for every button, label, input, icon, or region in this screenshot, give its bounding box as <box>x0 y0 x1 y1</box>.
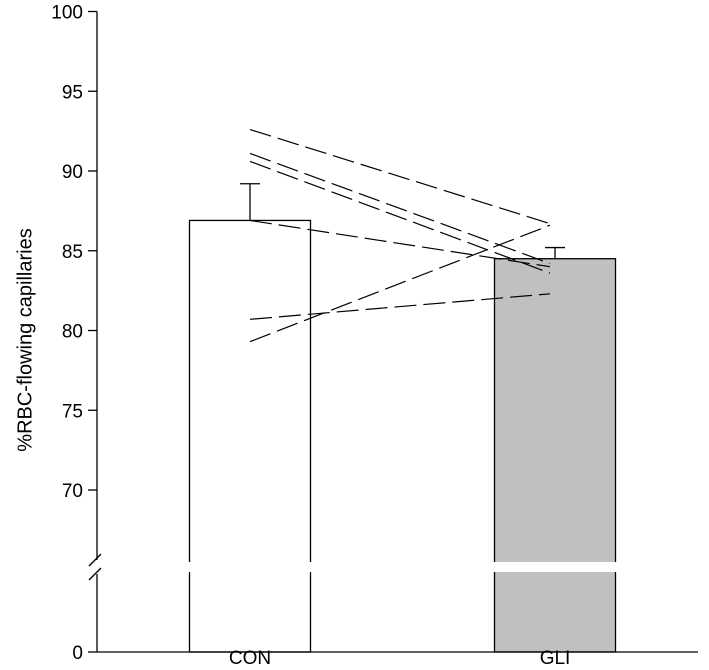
paired-line-1 <box>249 128 551 225</box>
y-tick-label: 75 <box>62 401 83 422</box>
paired-line-3 <box>249 160 551 274</box>
y-tick-label: 70 <box>62 481 83 502</box>
y-tick-label: 85 <box>62 242 83 263</box>
axis-break-gap-gli <box>492 562 618 572</box>
x-tick-label: CON <box>229 648 271 669</box>
y-tick-label: 80 <box>62 322 83 343</box>
y-tick-label: 100 <box>51 3 83 24</box>
axis-break-gap-con <box>187 562 313 572</box>
y-tick-label: 0 <box>72 643 83 664</box>
paired-line-5 <box>249 293 551 320</box>
y-tick-label: 95 <box>62 82 83 103</box>
axis-break-mark-1 <box>88 553 102 567</box>
axis-break-mark-2 <box>88 567 102 581</box>
y-tick-label: 90 <box>62 162 83 183</box>
bar-con <box>188 219 312 653</box>
bar-gli <box>493 258 617 653</box>
paired-line-6 <box>249 224 551 343</box>
y-axis-title: %RBC-flowing capillaries <box>14 228 36 451</box>
x-tick-label: GLI <box>540 648 571 669</box>
plot-area: CON GLI 0 70 75 80 85 90 95 100 <box>51 3 698 669</box>
paired-line-4 <box>249 219 551 268</box>
